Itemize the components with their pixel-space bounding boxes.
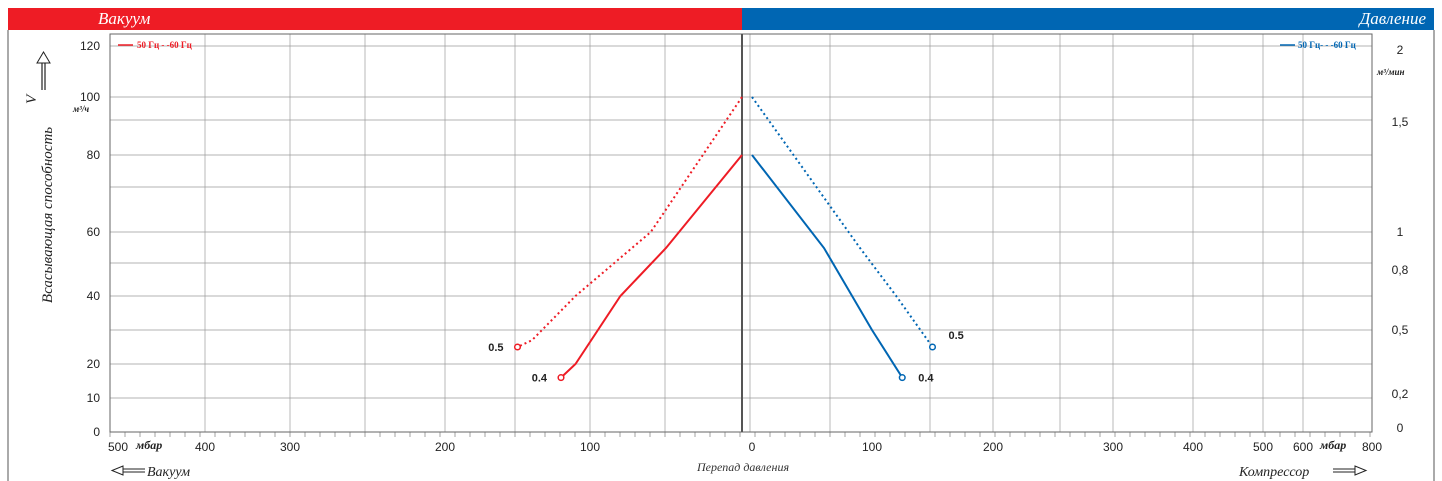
x-pressure-tick-label: 200 [983,440,1003,454]
y-left-tick-label: 120 [80,39,100,53]
bottom-right-label: Компрессор [1238,465,1309,480]
series-line-pressure-0.4 [751,154,904,379]
series-line-vacuum-0.4 [560,154,743,379]
y-left-tick-label: 40 [87,289,101,303]
legend-right: 50 Гц- - -60 Гц [1298,40,1357,50]
y-left-tick-label: 0 [93,425,100,439]
y-right-tick-label: 1 [1397,225,1404,239]
arrow-right-icon [1333,465,1368,476]
y-left-tick-label: 20 [87,357,101,371]
y-left-tick-label: 80 [87,148,101,162]
x-pressure-tick-label: 500 [1253,440,1273,454]
y-left-unit: м³/ч [72,104,89,114]
x-unit-vacuum: мбар [135,438,162,452]
x-pressure-tick-label: 300 [1103,440,1123,454]
legend-left: 50 Гц - -60 Гц [137,40,193,50]
x-vacuum-tick-label: 100 [580,440,600,454]
x-axis-title: Перепад давления [696,460,789,474]
vacuum-banner: Вакуум [8,8,742,30]
x-vacuum-tick-label: 500 [108,440,128,454]
pressure-banner: Давление [742,8,1434,30]
y-right-tick-label: 0 [1397,421,1404,435]
series-endpoint-vacuum-0.4 [557,374,565,382]
series-line-vacuum-0.5 [517,96,743,348]
y-left-tick-label: 60 [87,225,101,239]
series-lines [517,96,934,379]
y-right-tick-label: 0,8 [1392,263,1409,277]
pressure-banner-title: Давление [1359,9,1426,28]
y-left-tick-label: 10 [87,391,101,405]
x-pressure-tick-label: 400 [1183,440,1203,454]
series-endpoint-vacuum-0.5 [513,343,522,351]
x-pressure-tick-label: 0 [749,440,756,454]
y-right-tick-label: 0,2 [1392,387,1409,401]
series-endpoint-pressure-0.5 [928,343,937,351]
y-right-unit: м³/мин [1376,67,1405,77]
series-label-pressure-0.5: 0.5 [949,330,964,342]
y-left-tick-label: 100 [80,90,100,104]
y-right-tick-label: 0,5 [1392,323,1409,337]
arrow-left-icon [110,465,145,476]
series-endpoint-pressure-0.4 [898,374,906,382]
x-pressure-tick-label: 100 [862,440,882,454]
series-label-vacuum-0.4: 0.4 [532,373,548,385]
y-right-tick-label: 1,5 [1392,115,1409,129]
x-unit-pressure: мбар [1319,438,1346,452]
tick-labels: 0 10 20 40 60 80 100 120 0 0,2 0,5 0,8 1 1,5 2 500 400 30… [80,39,1409,454]
x-vacuum-tick-label: 200 [435,440,455,454]
series-line-pressure-0.5 [751,96,934,348]
series-markers: 0.5 0.4 0.5 0.4 [488,330,964,385]
series-label-pressure-0.4: 0.4 [918,373,934,385]
x-vacuum-tick-label: 400 [195,440,215,454]
bottom-left-label: Вакуум [147,465,190,480]
arrow-up-icon [36,51,51,90]
x-vacuum-tick-label: 300 [280,440,300,454]
series-label-vacuum-0.5: 0.5 [488,342,503,354]
vacuum-banner-title: Вакуум [98,9,151,28]
x-pressure-tick-label: 800 [1362,440,1382,454]
x-pressure-tick-label: 600 [1293,440,1313,454]
y-axis-symbol: V [24,93,40,104]
y-axis-title: Всасывающая способность [40,127,56,303]
y-right-tick-label: 2 [1397,43,1404,57]
chart-frame [7,30,1435,481]
